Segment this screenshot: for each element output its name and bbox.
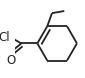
Text: Cl: Cl [0,31,10,44]
Text: O: O [6,54,16,67]
